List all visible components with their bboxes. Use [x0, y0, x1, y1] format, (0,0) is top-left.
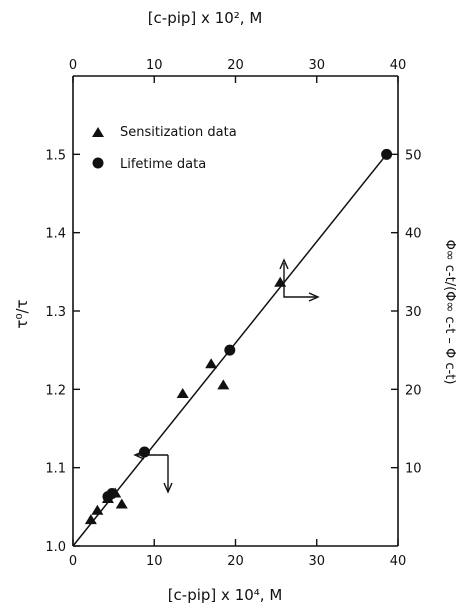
sensitization-point: [84, 514, 97, 525]
legend-circle-marker: [92, 157, 104, 169]
x-bottom-tick-label: 10: [146, 554, 163, 569]
ticks-layer: 0 10 20 30 40 0 10 20 30 40 1.0 1.1 1.2 1.3 1.4 1.5 10 20…: [45, 58, 421, 569]
sensitization-point: [274, 276, 287, 287]
y-right-tick-label: 20: [405, 383, 422, 398]
legend-label-sensitization: Sensitization data: [120, 125, 237, 140]
sensitization-point: [205, 358, 218, 369]
x-bottom-tick-label: 40: [390, 554, 407, 569]
y-left-tick-label: 1.5: [45, 148, 66, 163]
x-top-tick-label: 10: [146, 58, 163, 73]
y-left-tick-label: 1.3: [45, 305, 66, 320]
sensitization-point: [176, 388, 189, 399]
lifetime-point: [224, 344, 236, 356]
left-bottom-axis-arrow: [133, 450, 173, 494]
x-bottom-tick-label: 0: [69, 554, 77, 569]
x-top-tick-label: 40: [390, 58, 407, 73]
y-right-axis-title: Φ∞ c-t/(Φ∞ c-t – Φ c-t): [442, 240, 457, 385]
plot-frame: [72, 75, 399, 547]
y-left-tick-label: 1.0: [45, 540, 66, 555]
y-left-axis-title: τ⁰/τ: [13, 299, 31, 328]
lifetime-point: [106, 488, 118, 500]
x-top-axis-title: [c-pip] x 10², M: [148, 9, 263, 27]
sensitization-point: [91, 504, 104, 515]
x-bottom-axis-title: [c-pip] x 10⁴, M: [168, 586, 283, 604]
x-top-tick-label: 20: [227, 58, 244, 73]
lifetime-point: [381, 148, 393, 160]
y-left-tick-label: 1.4: [45, 227, 66, 242]
y-left-tick-label: 1.2: [45, 383, 66, 398]
points-layer: [84, 148, 393, 525]
right-top-axis-arrow: [279, 258, 320, 302]
x-top-tick-label: 0: [69, 58, 77, 73]
sensitization-point: [115, 498, 128, 509]
y-right-tick-label: 40: [405, 227, 422, 242]
sensitization-point: [217, 379, 230, 390]
x-top-tick-label: 30: [308, 58, 325, 73]
legend-label-lifetime: Lifetime data: [120, 157, 206, 172]
y-right-tick-label: 50: [405, 148, 422, 163]
y-right-tick-label: 10: [405, 462, 422, 477]
legend-triangle-marker: [92, 127, 104, 137]
y-left-tick-label: 1.1: [45, 462, 66, 477]
legend: Sensitization data Lifetime data: [92, 125, 237, 172]
x-bottom-tick-label: 20: [227, 554, 244, 569]
x-bottom-tick-label: 30: [308, 554, 325, 569]
y-right-tick-label: 30: [405, 305, 422, 320]
